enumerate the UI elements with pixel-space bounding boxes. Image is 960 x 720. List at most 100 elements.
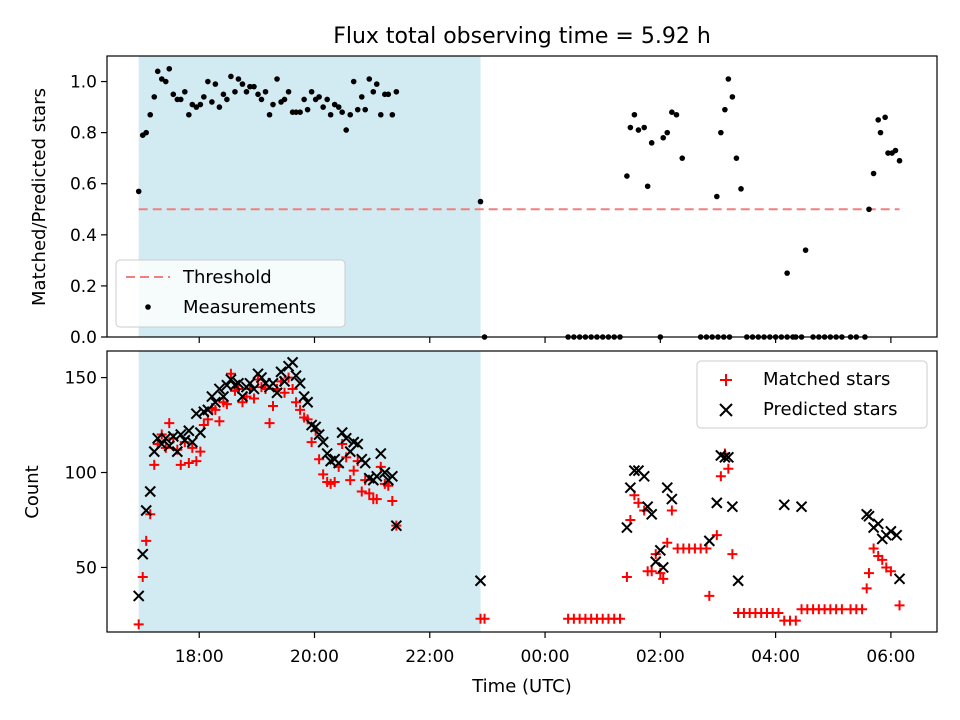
matched-star-point	[633, 497, 644, 508]
y-tick-label: 1.0	[70, 73, 97, 93]
predicted-star-point	[654, 544, 667, 557]
measurement-point	[343, 127, 350, 133]
measurement-point	[143, 129, 149, 136]
matched-star-point	[302, 414, 313, 425]
predicted-star-point	[271, 387, 283, 399]
ratio-y-ticks: 0.0 0.2 0.4 0.6 0.8 1.0	[70, 73, 107, 348]
legend-predicted-label: Predicted stars	[763, 399, 897, 420]
matched-star-point	[264, 418, 275, 429]
matched-star-point	[195, 446, 206, 457]
matched-star-point	[175, 459, 186, 470]
measurement-point	[324, 96, 330, 103]
predicted-star-point	[638, 470, 650, 483]
measurement-point	[354, 106, 361, 113]
matched-star-point	[383, 480, 394, 491]
matched-star-point	[646, 566, 657, 577]
measurement-point	[627, 124, 634, 131]
legend-threshold-label: Threshold	[182, 267, 272, 288]
matched-star-point	[318, 469, 329, 480]
counts-shaded-interval	[138, 351, 481, 632]
matched-star-point	[727, 549, 738, 560]
predicted-star-point	[290, 369, 302, 382]
measurement-point	[262, 88, 269, 95]
measurement-point	[166, 65, 173, 72]
measurement-point	[170, 91, 177, 98]
counts-legend-box	[696, 360, 928, 429]
matched-star-point	[861, 583, 872, 594]
predicted-star-point	[386, 470, 399, 483]
matched-star-point	[137, 571, 148, 582]
measurement-point	[147, 111, 154, 118]
measurement-point	[224, 96, 230, 103]
measurement-point	[235, 76, 242, 82]
measurement-point	[877, 129, 884, 136]
measurement-point	[385, 91, 392, 98]
y-tick-label: 0.0	[70, 328, 97, 348]
x-tick-label: 20:00	[290, 647, 339, 667]
measurement-point	[243, 88, 250, 95]
measurement-point	[212, 81, 219, 87]
measurement-point	[624, 173, 630, 179]
predicted-star-point	[650, 556, 662, 568]
predicted-star-point	[317, 436, 329, 448]
counts-x-ticks: 18:00 20:00 22:00 00:00 02:00 04:00 06:00	[175, 632, 915, 667]
legend-measurements-label: Measurements	[183, 297, 316, 318]
matched-star-point	[329, 477, 340, 488]
predicted-star-point	[183, 425, 195, 437]
matched-star-point	[291, 397, 302, 408]
predicted-star-point	[379, 466, 391, 479]
predicted-star-point	[719, 451, 731, 464]
measurement-point	[866, 206, 872, 213]
matched-star-point	[225, 368, 236, 379]
x-tick-label: 02:00	[636, 647, 685, 667]
predicted-star-point	[278, 375, 291, 388]
matched-star-point	[183, 458, 194, 469]
matched-star-point	[614, 613, 625, 624]
matched-star-point	[662, 537, 673, 548]
measurement-point	[358, 94, 365, 100]
measurement-point	[293, 109, 299, 115]
predicted-star-point	[624, 481, 637, 494]
matched-star-point	[345, 475, 356, 486]
predicted-star-point	[628, 464, 641, 477]
ratio-x-ticks	[198, 337, 892, 343]
predicted-star-point	[333, 457, 345, 469]
matched-star-point	[364, 488, 375, 499]
measurement-point	[393, 88, 400, 95]
matched-star-point	[149, 459, 160, 470]
predicted-star-point	[732, 575, 744, 587]
measurement-point	[335, 104, 342, 110]
measurement-point	[660, 134, 667, 141]
predicted-star-point	[893, 573, 906, 585]
legend-predicted-swatch	[719, 403, 733, 417]
measurement-point	[301, 96, 307, 103]
predicted-star-point	[321, 447, 333, 460]
measurement-point	[193, 104, 200, 110]
measurement-point	[885, 150, 891, 156]
matched-star-point	[723, 463, 734, 474]
measurement-point	[162, 78, 169, 85]
matched-star-point	[375, 461, 386, 472]
ratio-y-axis-label: Matched/Predicted stars	[29, 88, 50, 306]
predicted-star-point	[621, 521, 633, 534]
measurement-point	[648, 140, 655, 146]
predicted-star-point	[313, 428, 325, 441]
matched-star-point	[863, 568, 874, 579]
measurement-point	[316, 94, 322, 100]
legend-matched-label: Matched stars	[763, 369, 890, 390]
legend-measurements-swatch	[145, 304, 151, 310]
legend-matched-swatch	[720, 374, 732, 386]
matched-star-point	[356, 486, 367, 497]
measurement-point	[228, 73, 234, 80]
measurement-point	[220, 91, 227, 98]
measurement-point	[281, 96, 288, 103]
matched-star-point	[790, 615, 801, 626]
measurement-point	[201, 94, 207, 100]
matched-star-point	[371, 494, 382, 505]
predicted-star-point	[371, 470, 383, 483]
matched-star-point	[658, 573, 669, 584]
measurement-point	[641, 124, 647, 131]
counts-legend: Matched stars Predicted stars	[696, 360, 928, 429]
measurement-point	[186, 111, 192, 118]
